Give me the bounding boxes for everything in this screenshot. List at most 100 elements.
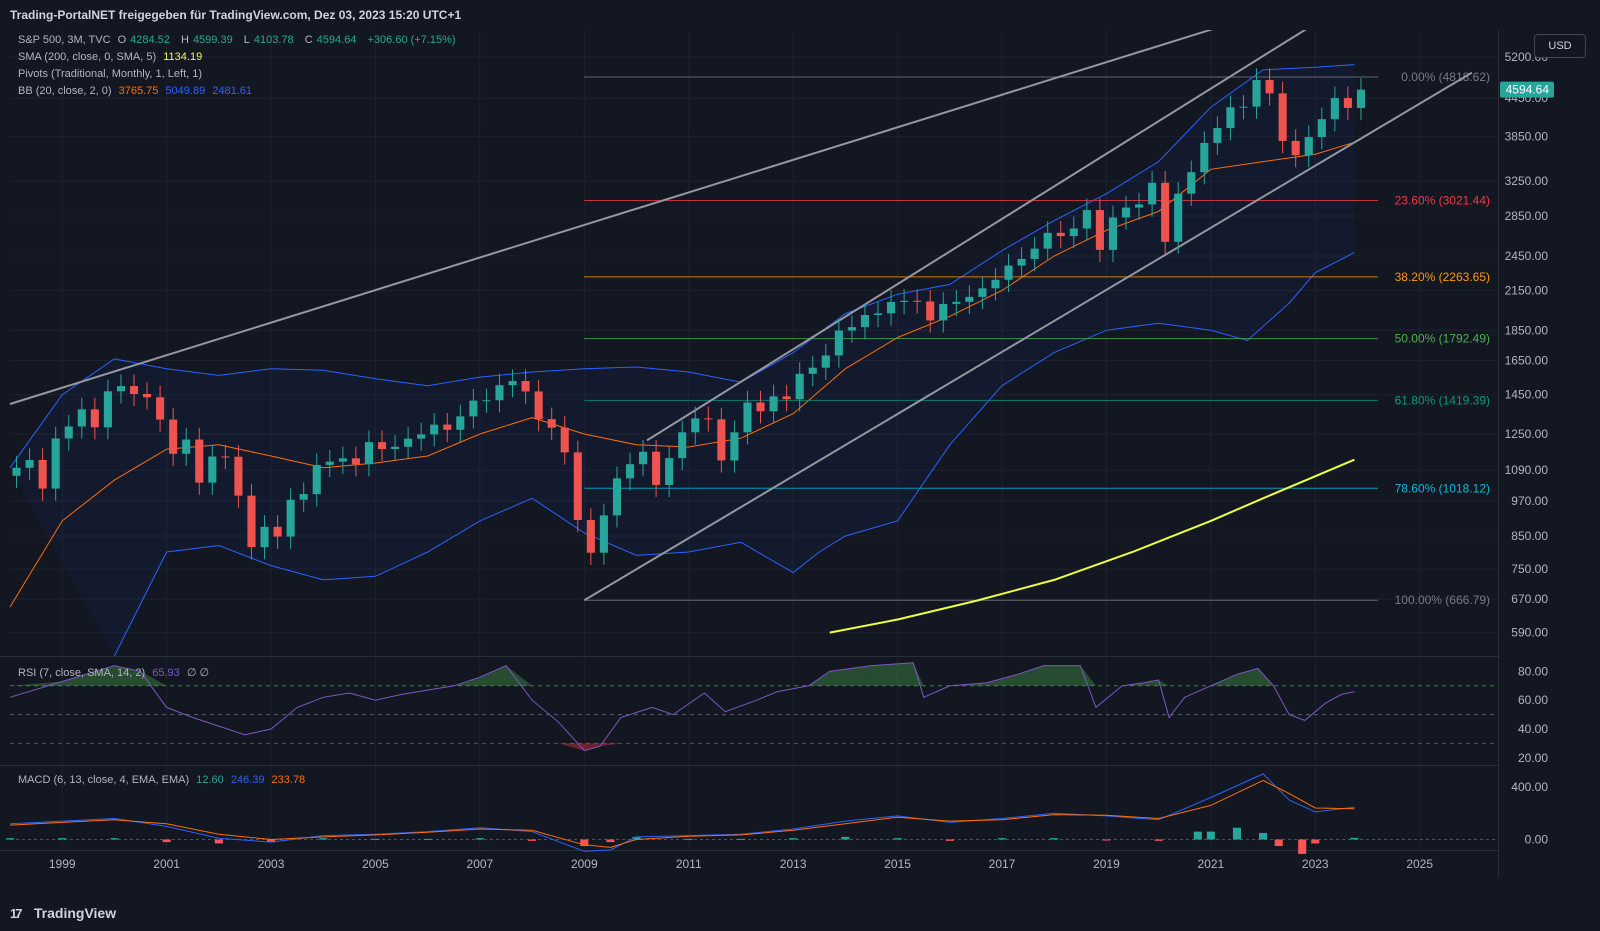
currency-button[interactable]: USD bbox=[1534, 34, 1586, 58]
candle-body bbox=[730, 432, 739, 461]
price-axis-label: 750.00 bbox=[1511, 562, 1548, 576]
candle-body bbox=[1161, 182, 1170, 242]
candle-body bbox=[834, 330, 843, 356]
rsi-overbought-fill bbox=[986, 674, 1018, 686]
bollinger-upper-line bbox=[9, 64, 1355, 469]
macd-axis-label: 0.00 bbox=[1525, 833, 1549, 847]
macd-histogram-bar bbox=[736, 838, 745, 840]
fib-level-label: 100.00% (666.79) bbox=[1395, 593, 1490, 607]
candle-body bbox=[1239, 106, 1248, 108]
rsi-oversold-fill bbox=[599, 743, 621, 747]
legend-bb-row[interactable]: BB (20, close, 2, 0) 3765.75 5049.89 248… bbox=[18, 85, 256, 97]
rsi-overbought-fill bbox=[1080, 665, 1096, 686]
macd-histogram-bar bbox=[945, 839, 954, 841]
last-price-tag bbox=[1500, 81, 1554, 98]
macd-line bbox=[9, 773, 1355, 852]
candle-body bbox=[1174, 193, 1183, 242]
candle-body bbox=[534, 391, 543, 420]
macd-histogram-bar bbox=[1102, 839, 1111, 841]
candle-body bbox=[482, 400, 491, 402]
trend-channel-line bbox=[646, 22, 1316, 442]
candle-body bbox=[1004, 265, 1013, 280]
macd-histogram-bar bbox=[162, 839, 171, 843]
candle-body bbox=[273, 526, 282, 537]
rsi-overbought-fill bbox=[1142, 680, 1159, 686]
macd-signal-line bbox=[9, 779, 1355, 848]
candle-body bbox=[391, 446, 400, 449]
candle-body bbox=[456, 416, 465, 430]
candle-body bbox=[1291, 140, 1300, 156]
candle-body bbox=[286, 499, 295, 537]
candle-body bbox=[521, 381, 530, 392]
price-axis-label: 2850.00 bbox=[1505, 209, 1549, 223]
candle-body bbox=[652, 451, 661, 485]
legend-close: 4594.64 bbox=[316, 34, 357, 46]
bollinger-lower-line bbox=[113, 252, 1355, 657]
macd-histogram-bar bbox=[684, 838, 693, 840]
candle-body bbox=[417, 434, 426, 439]
legend-rsi-row[interactable]: RSI (7, close, SMA, 14, 2) 65.93 ∅ ∅ bbox=[18, 666, 213, 679]
time-axis-label: 2025 bbox=[1406, 857, 1433, 871]
candle-body bbox=[260, 526, 269, 548]
candle-body bbox=[926, 301, 935, 321]
legend-symbol: S&P 500, 3M, TVC bbox=[18, 34, 111, 46]
candle-body bbox=[404, 438, 413, 447]
macd-histogram-bar bbox=[1050, 838, 1059, 840]
candle-body bbox=[717, 419, 726, 461]
rsi-overbought-fill bbox=[1017, 665, 1044, 686]
legend-pivots-row[interactable]: Pivots (Traditional, Monthly, 1, Left, 1… bbox=[18, 68, 206, 80]
legend-symbol-row: S&P 500, 3M, TVC O 4284.52 H 4599.39 L 4103… bbox=[18, 34, 456, 46]
trend-channel-line bbox=[9, 0, 1310, 405]
legend-bb-basis: 3765.75 bbox=[118, 85, 159, 97]
candle-body bbox=[51, 438, 60, 489]
legend-macd-signal: 233.78 bbox=[271, 774, 306, 786]
candle-body bbox=[247, 495, 256, 548]
candle-body bbox=[1069, 228, 1078, 237]
candle-body bbox=[1304, 137, 1313, 156]
legend-macd-row[interactable]: MACD (6, 13, close, 4, EMA, EMA) 12.60 2… bbox=[18, 774, 309, 786]
macd-histogram-bar bbox=[1232, 827, 1241, 840]
candle-body bbox=[64, 426, 73, 439]
tradingview-logo[interactable]: 17 TradingView bbox=[10, 905, 116, 921]
candle-body bbox=[1082, 210, 1091, 229]
candle-body bbox=[103, 391, 112, 428]
candle-body bbox=[1148, 182, 1157, 205]
candle-body bbox=[1356, 89, 1365, 108]
legend-sma-row[interactable]: SMA (200, close, 0, SMA, 5) 1134.19 bbox=[18, 51, 206, 63]
fib-level-label: 0.00% (4818.62) bbox=[1401, 70, 1490, 84]
last-price-label: 4594.64 bbox=[1506, 83, 1550, 97]
bollinger-basis-line bbox=[9, 141, 1355, 608]
candle-body bbox=[599, 515, 608, 553]
candle-body bbox=[1095, 210, 1104, 250]
time-axis-label: 2021 bbox=[1197, 857, 1224, 871]
fib-level-label: 50.00% (1792.49) bbox=[1395, 332, 1490, 346]
legend-bb-upper: 5049.89 bbox=[165, 85, 206, 97]
candle-body bbox=[1330, 98, 1339, 120]
rsi-overbought-fill bbox=[829, 665, 872, 686]
tradingview-logo-icon: 17 bbox=[10, 906, 22, 921]
candle-body bbox=[1121, 207, 1131, 218]
macd-axis-label: 400.00 bbox=[1511, 780, 1548, 794]
candle-body bbox=[469, 400, 478, 417]
macd-histogram-bar bbox=[1274, 839, 1283, 847]
chart-header: Trading-PortalNET freigegeben für Tradin… bbox=[0, 0, 1600, 30]
macd-histogram-bar bbox=[606, 839, 615, 843]
fib-level-label: 61.80% (1419.39) bbox=[1395, 393, 1490, 407]
price-axis-label: 2150.00 bbox=[1505, 284, 1549, 298]
candle-body bbox=[12, 467, 21, 476]
candle-body bbox=[1043, 232, 1052, 249]
legend-bb-lower: 2481.61 bbox=[212, 85, 253, 97]
macd-histogram-bar bbox=[58, 838, 67, 840]
candle-body bbox=[678, 432, 687, 459]
legend-change: +306.60 (+7.15%) bbox=[367, 34, 456, 46]
macd-histogram-bar bbox=[841, 836, 850, 840]
candle-body bbox=[1030, 248, 1039, 259]
price-axis-label: 670.00 bbox=[1511, 592, 1548, 606]
macd-histogram-bar bbox=[893, 838, 902, 840]
time-axis-label: 2007 bbox=[467, 857, 494, 871]
macd-histogram-bar bbox=[632, 836, 641, 840]
price-axis-label: 1650.00 bbox=[1505, 354, 1549, 368]
candle-body bbox=[129, 386, 139, 394]
candle-body bbox=[887, 301, 896, 314]
